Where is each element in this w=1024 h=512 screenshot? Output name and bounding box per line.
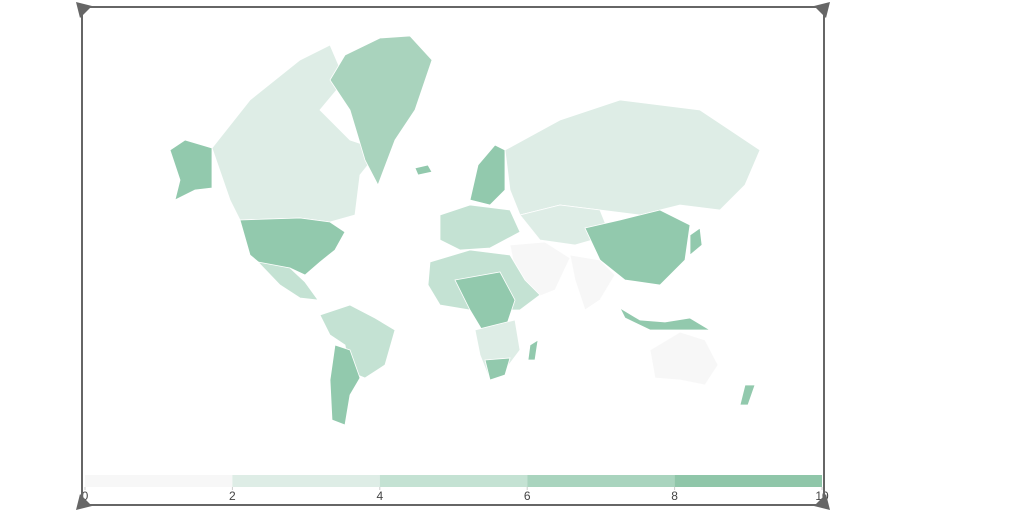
indonesia — [619, 306, 712, 331]
resize-handle — [76, 494, 92, 510]
legend-tick-label: 0 — [82, 489, 89, 503]
alaska — [169, 139, 213, 201]
iceland — [414, 164, 433, 176]
new-zealand — [739, 384, 756, 406]
europe — [439, 204, 521, 251]
legend-swatch — [379, 475, 528, 487]
legend-tick-label: 2 — [229, 489, 236, 503]
japan — [689, 227, 703, 256]
legend: 0 2 4 6 8 10 — [82, 475, 829, 503]
usa — [239, 217, 346, 276]
legend-swatch — [232, 475, 380, 487]
russia — [504, 99, 761, 216]
madagascar — [527, 339, 539, 361]
brazil — [319, 304, 396, 379]
greenland — [329, 35, 433, 186]
mexico — [256, 261, 319, 301]
china — [584, 209, 691, 286]
legend-swatch — [527, 475, 675, 487]
south-africa — [484, 357, 511, 381]
resize-handle — [814, 494, 830, 510]
legend-swatch — [85, 475, 233, 487]
legend-swatch — [674, 475, 822, 487]
argentina — [329, 344, 361, 426]
legend-tick-label: 4 — [376, 489, 383, 503]
resize-handle — [76, 2, 92, 18]
frame-border — [81, 6, 825, 506]
legend-tick-label: 8 — [671, 489, 678, 503]
legend-tick-label: 6 — [524, 489, 531, 503]
india — [569, 254, 616, 311]
selection-frame — [76, 2, 830, 510]
scandinavia — [469, 144, 506, 206]
resize-handle — [814, 2, 830, 18]
australia — [649, 331, 719, 386]
world-map — [169, 35, 761, 426]
